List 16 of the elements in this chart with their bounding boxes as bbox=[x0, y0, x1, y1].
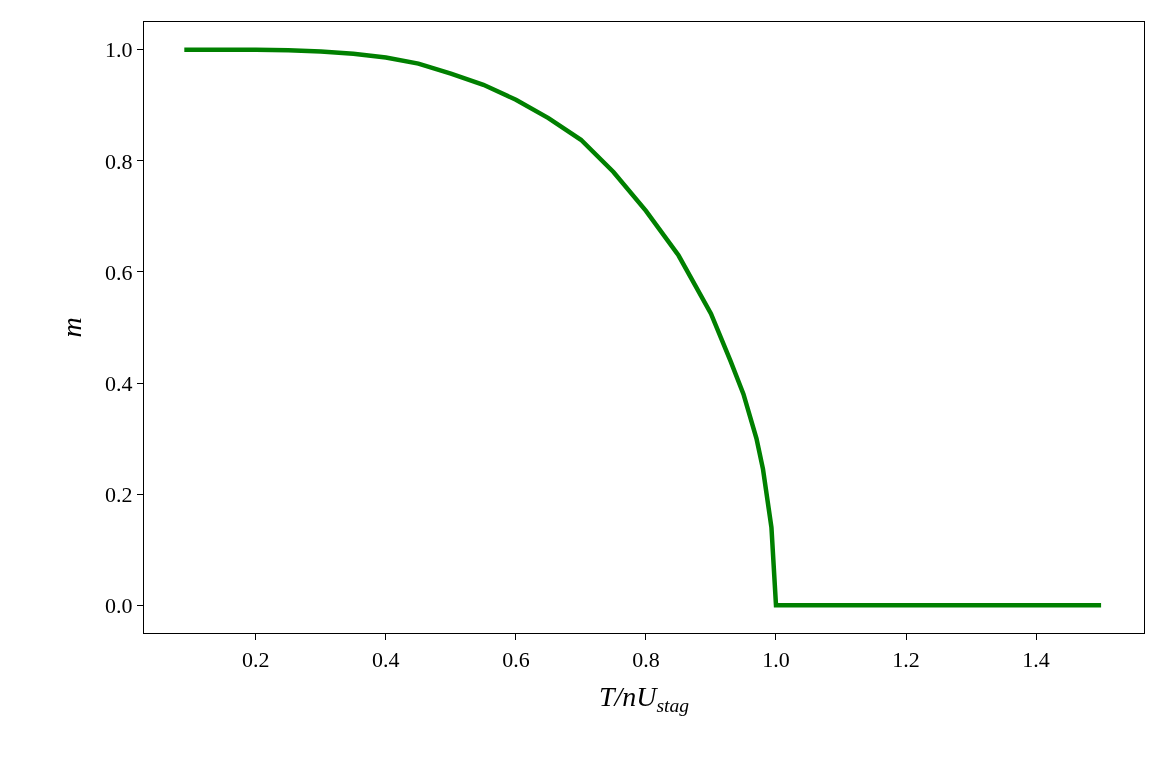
y-tick-label: 0.4 bbox=[104, 370, 133, 396]
y-tick-label: 0.6 bbox=[104, 259, 133, 285]
x-tick-label: 0.2 bbox=[242, 646, 270, 672]
x-tick-label: 1.4 bbox=[1022, 646, 1050, 672]
y-tick-label: 0.8 bbox=[104, 148, 133, 174]
x-axis-title: T/nU$_{stag}$ bbox=[598, 680, 690, 716]
line-series bbox=[182, 47, 1104, 608]
x-tick-label: 0.4 bbox=[372, 646, 400, 672]
x-tick-label: 1.0 bbox=[762, 646, 790, 672]
y-tick-label: 0.2 bbox=[104, 481, 133, 507]
x-tick-label: 0.8 bbox=[632, 646, 660, 672]
x-tick-label: 0.6 bbox=[502, 646, 530, 672]
y-tick-label: 0.0 bbox=[104, 592, 133, 618]
y-axis-title: m bbox=[55, 317, 87, 338]
x-tick-label: 1.2 bbox=[892, 646, 920, 672]
y-tick-label: 1.0 bbox=[104, 37, 133, 63]
